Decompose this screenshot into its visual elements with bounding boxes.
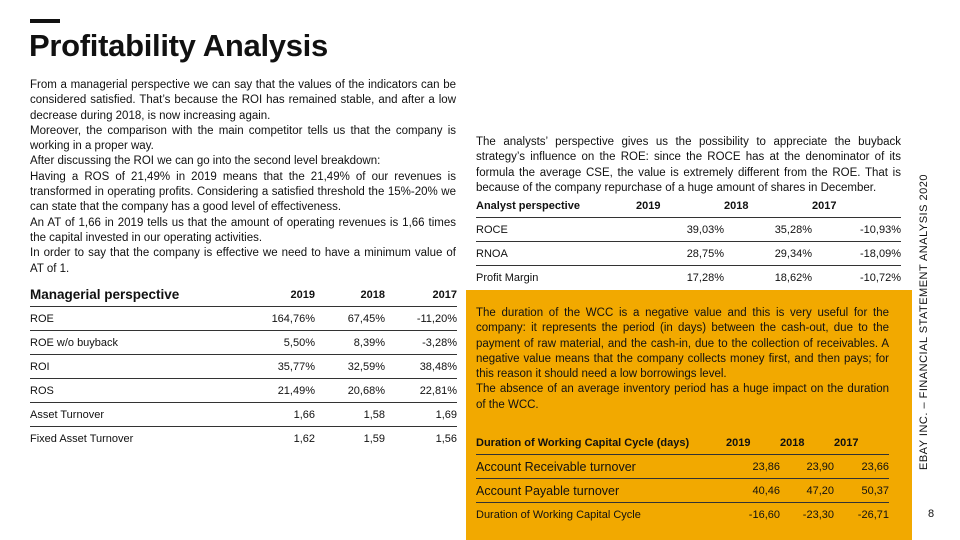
value-2017: -10,93% xyxy=(812,217,901,242)
row-label: Asset Turnover xyxy=(30,402,245,427)
table-row: Duration of Working Capital Cycle -16,60… xyxy=(476,503,889,527)
value-2017: -18,09% xyxy=(812,241,901,266)
column-header-2018: 2018 xyxy=(724,194,812,218)
table-row: Account Receivable turnover 23,86 23,90 … xyxy=(476,454,889,479)
analyst-perspective-table: Analyst perspective 2019 2018 2017 ROCE … xyxy=(476,194,901,289)
commentary-paragraph: The duration of the WCC is a negative va… xyxy=(476,307,889,381)
table-row: Asset Turnover 1,66 1,58 1,69 xyxy=(30,402,457,427)
value-2017: -3,28% xyxy=(385,330,457,355)
value-2018: 20,68% xyxy=(315,378,385,403)
row-label: Profit Margin xyxy=(476,271,539,284)
commentary-paragraph: Moreover, the comparison with the main c… xyxy=(30,124,456,153)
value-2017: -26,71 xyxy=(857,508,889,521)
commentary-paragraph: From a managerial perspective we can say… xyxy=(30,79,456,122)
row-label: ROI xyxy=(30,354,245,379)
title-accent-bar xyxy=(30,19,60,23)
value-2018: 1,59 xyxy=(363,432,385,445)
commentary-paragraph: After discussing the ROI we can go into … xyxy=(30,155,381,168)
value-2019: -16,60 xyxy=(748,508,780,521)
table-row: ROCE 39,03% 35,28% -10,93% xyxy=(476,217,901,242)
row-label: Account Receivable turnover xyxy=(476,454,726,479)
document-side-label: EBAY INC. – FINANCIAL STATEMENT ANALYSIS… xyxy=(918,174,930,470)
row-label: ROE w/o buyback xyxy=(30,330,245,355)
row-label: Duration of Working Capital Cycle xyxy=(476,508,641,521)
value-2019: 1,62 xyxy=(293,432,315,445)
column-header-2018: 2018 xyxy=(780,431,834,455)
value-2019: 28,75% xyxy=(636,241,724,266)
value-2019: 23,86 xyxy=(726,454,780,479)
column-header-2019: 2019 xyxy=(245,283,315,307)
value-2018: 47,20 xyxy=(780,478,834,503)
value-2018: 23,90 xyxy=(780,454,834,479)
table-title: Duration of Working Capital Cycle (days) xyxy=(476,431,726,455)
column-header-2017: 2017 xyxy=(385,283,457,307)
table-row: ROS 21,49% 20,68% 22,81% xyxy=(30,378,457,403)
table-row: ROI 35,77% 32,59% 38,48% xyxy=(30,354,457,379)
row-label: Fixed Asset Turnover xyxy=(30,432,134,445)
commentary-paragraph: An AT of 1,66 in 2019 tells us that the … xyxy=(30,216,456,244)
value-2017: 1,69 xyxy=(385,402,457,427)
value-2018: 67,45% xyxy=(315,306,385,331)
row-label: ROE xyxy=(30,306,245,331)
table-header-row: Duration of Working Capital Cycle (days)… xyxy=(476,431,889,455)
table-row: ROE w/o buyback 5,50% 8,39% -3,28% xyxy=(30,330,457,355)
table-row: Fixed Asset Turnover 1,62 1,59 1,56 xyxy=(30,427,457,451)
value-2017: -10,72% xyxy=(860,271,901,284)
column-header-2019: 2019 xyxy=(726,431,780,455)
column-header-2018: 2018 xyxy=(315,283,385,307)
value-2018: 8,39% xyxy=(315,330,385,355)
column-header-2019: 2019 xyxy=(636,194,724,218)
commentary-paragraph: In order to say that the company is effe… xyxy=(30,247,456,275)
commentary-paragraph: The analysts’ perspective gives us the p… xyxy=(476,136,901,194)
value-2019: 164,76% xyxy=(245,306,315,331)
working-capital-cycle-table: Duration of Working Capital Cycle (days)… xyxy=(476,431,889,526)
table-row: Account Payable turnover 40,46 47,20 50,… xyxy=(476,478,889,503)
value-2019: 17,28% xyxy=(686,271,724,284)
row-label: Account Payable turnover xyxy=(476,478,726,503)
commentary-paragraph: Having a ROS of 21,49% in 2019 means tha… xyxy=(30,170,456,214)
value-2019: 21,49% xyxy=(245,378,315,403)
value-2019: 39,03% xyxy=(636,217,724,242)
column-header-2017: 2017 xyxy=(812,194,901,218)
value-2017: 50,37 xyxy=(834,478,889,503)
commentary-paragraph: The absence of an average inventory peri… xyxy=(476,383,889,411)
managerial-commentary: From a managerial perspective we can say… xyxy=(30,78,456,277)
value-2018: 32,59% xyxy=(315,354,385,379)
table-title: Managerial perspective xyxy=(30,283,245,307)
managerial-perspective-table: Managerial perspective 2019 2018 2017 RO… xyxy=(30,283,457,450)
table-header-row: Managerial perspective 2019 2018 2017 xyxy=(30,283,457,307)
row-label: ROS xyxy=(30,378,245,403)
value-2018: 29,34% xyxy=(724,241,812,266)
value-2019: 5,50% xyxy=(245,330,315,355)
table-row: Profit Margin 17,28% 18,62% -10,72% xyxy=(476,266,901,290)
value-2019: 35,77% xyxy=(245,354,315,379)
page-number: 8 xyxy=(928,508,935,520)
value-2018: 35,28% xyxy=(724,217,812,242)
value-2017: -11,20% xyxy=(385,306,457,331)
wcc-commentary: The duration of the WCC is a negative va… xyxy=(476,306,889,413)
row-label: ROCE xyxy=(476,217,636,242)
value-2018: 18,62% xyxy=(774,271,812,284)
value-2019: 40,46 xyxy=(726,478,780,503)
column-header-2017: 2017 xyxy=(834,431,889,455)
row-label: RNOA xyxy=(476,241,636,266)
table-row: ROE 164,76% 67,45% -11,20% xyxy=(30,306,457,331)
value-2019: 1,66 xyxy=(245,402,315,427)
value-2018: -23,30 xyxy=(802,508,834,521)
value-2017: 23,66 xyxy=(834,454,889,479)
value-2017: 1,56 xyxy=(435,432,457,445)
table-title: Analyst perspective xyxy=(476,194,636,218)
value-2018: 1,58 xyxy=(315,402,385,427)
analyst-commentary: The analysts’ perspective gives us the p… xyxy=(476,135,901,196)
table-row: RNOA 28,75% 29,34% -18,09% xyxy=(476,241,901,266)
value-2017: 38,48% xyxy=(385,354,457,379)
page-title: Profitability Analysis xyxy=(29,28,328,63)
value-2017: 22,81% xyxy=(385,378,457,403)
table-header-row: Analyst perspective 2019 2018 2017 xyxy=(476,194,901,218)
